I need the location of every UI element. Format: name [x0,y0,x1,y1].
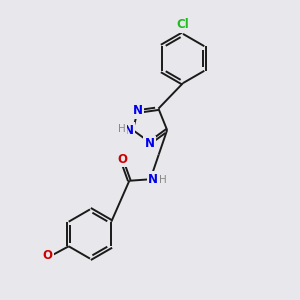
Text: O: O [42,249,52,262]
Text: N: N [124,124,134,136]
Text: Cl: Cl [177,18,189,32]
Text: H: H [159,175,167,185]
Text: N: N [148,173,158,186]
Text: H: H [118,124,125,134]
Text: O: O [118,153,128,166]
Text: N: N [144,137,154,150]
Text: N: N [133,104,142,117]
